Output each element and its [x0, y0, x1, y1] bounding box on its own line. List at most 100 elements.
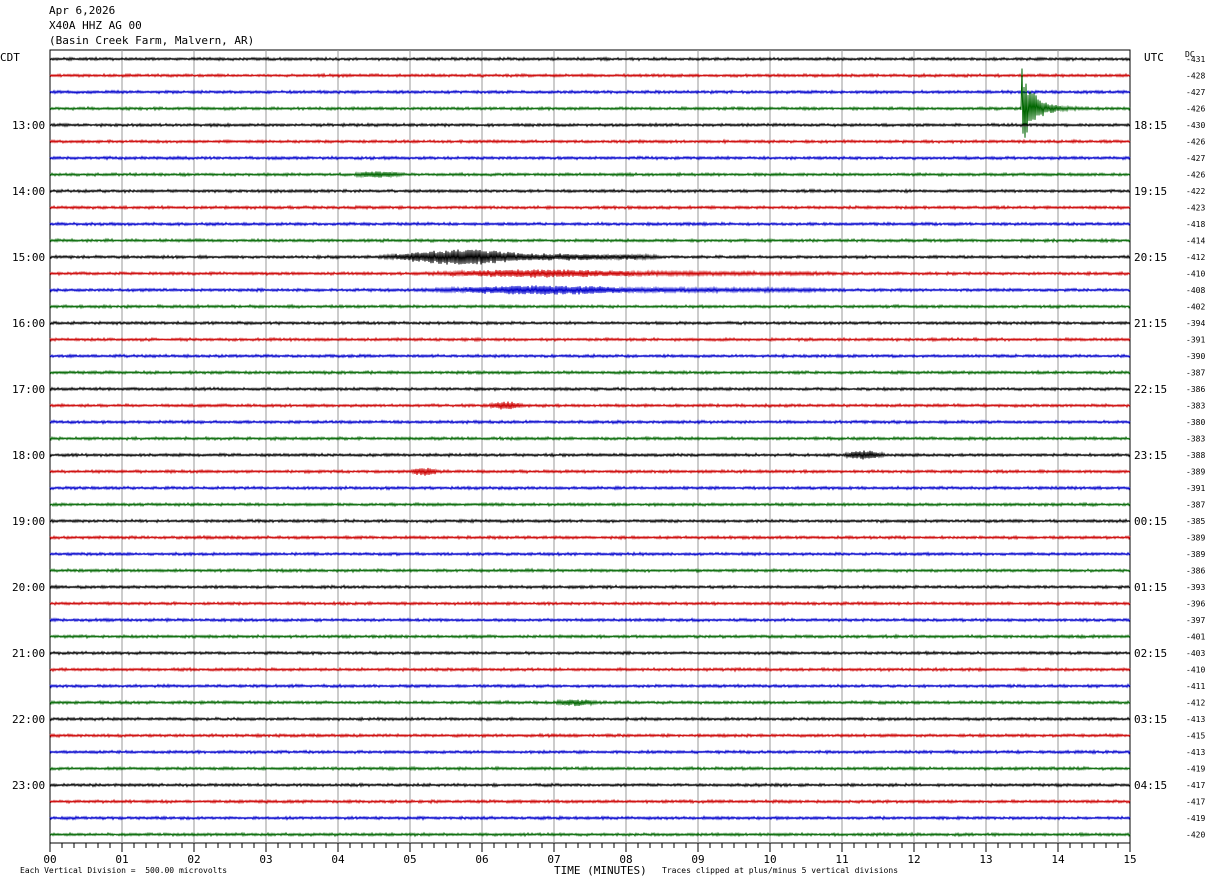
x-tick-label: 11: [835, 853, 848, 866]
dc-offset-label: -420: [1186, 831, 1205, 840]
dc-offset-label: -396: [1186, 600, 1205, 609]
dc-offset-label: -383: [1186, 435, 1205, 444]
header-date: Apr 6,2026: [49, 4, 116, 17]
header-station: X40A HHZ AG 00: [49, 19, 142, 32]
left-hour-label: 22:00: [12, 713, 45, 726]
dc-offset-label: -386: [1186, 385, 1205, 394]
seismic-trace: [49, 188, 1131, 194]
dc-offset-label: -418: [1186, 220, 1205, 229]
dc-offset-label: -410: [1186, 666, 1205, 675]
seismic-trace: [49, 320, 1131, 326]
seismic-trace: [49, 138, 1131, 145]
x-tick-label: 12: [907, 853, 920, 866]
seismic-trace: [49, 567, 1131, 574]
seismic-trace: [49, 600, 1131, 607]
left-hour-label: 14:00: [12, 185, 45, 198]
dc-offset-label: -411: [1186, 682, 1205, 691]
dc-offset-label: -380: [1186, 418, 1205, 427]
dc-offset-label: -426: [1186, 171, 1205, 180]
seismic-trace: [49, 369, 1131, 376]
seismic-trace: [49, 551, 1131, 557]
seismic-trace: [49, 89, 1131, 95]
seismic-trace: [49, 633, 1131, 640]
right-hour-label: 22:15: [1134, 383, 1167, 396]
seismic-trace: [49, 450, 1131, 460]
dc-offset-label: -412: [1186, 699, 1205, 708]
left-hour-label: 21:00: [12, 647, 45, 660]
dc-offset-label: -402: [1186, 303, 1205, 312]
x-tick-label: 08: [619, 853, 632, 866]
x-tick-label: 01: [115, 853, 128, 866]
dc-offset-label: -383: [1186, 402, 1205, 411]
seismic-trace: [49, 683, 1131, 689]
dc-offset-label: -391: [1186, 484, 1205, 493]
seismic-trace: [49, 435, 1131, 442]
x-tick-label: 04: [331, 853, 345, 866]
dc-offset-label: -389: [1186, 550, 1205, 559]
scale-note: Each Vertical Division = 500.00 microvol…: [20, 866, 228, 875]
dc-offset-label: -408: [1186, 286, 1205, 295]
x-tick-label: 06: [475, 853, 488, 866]
seismic-trace: [49, 617, 1131, 624]
dc-offset-label: -423: [1186, 204, 1205, 213]
dc-offset-label: -390: [1186, 352, 1205, 361]
seismic-trace: [49, 221, 1131, 227]
seismic-trace: [49, 534, 1131, 541]
left-hour-label: 15:00: [12, 251, 45, 264]
dc-offset-label: -413: [1186, 715, 1205, 724]
right-hour-label: 18:15: [1134, 119, 1167, 132]
dc-offset-label: -414: [1186, 237, 1205, 246]
dc-offset-label: -397: [1186, 616, 1205, 625]
left-hour-label: 17:00: [12, 383, 45, 396]
x-tick-label: 13: [979, 853, 992, 866]
dc-offset-label: -391: [1186, 336, 1205, 345]
x-tick-label: 03: [259, 853, 272, 866]
seismic-trace: [49, 419, 1131, 425]
dc-offset-label: -393: [1186, 583, 1205, 592]
left-timezone-label: CDT: [0, 51, 20, 64]
right-hour-label: 00:15: [1134, 515, 1167, 528]
dc-offset-label: -413: [1186, 748, 1205, 757]
x-tick-label: 00: [43, 853, 56, 866]
seismic-trace: [49, 501, 1131, 508]
seismic-trace: [49, 249, 1131, 265]
dc-offset-label: -401: [1186, 633, 1205, 642]
seismic-trace: [49, 336, 1131, 343]
right-hour-label: 03:15: [1134, 713, 1167, 726]
right-hour-label: 20:15: [1134, 251, 1167, 264]
x-tick-label: 15: [1123, 853, 1136, 866]
dc-offset-label: -426: [1186, 138, 1205, 147]
left-hour-label: 18:00: [12, 449, 45, 462]
x-axis-label: TIME (MINUTES): [554, 864, 647, 877]
seismic-trace: [49, 170, 1131, 179]
seismic-trace: [49, 121, 1131, 128]
dc-offset-label: -430: [1186, 121, 1205, 130]
dc-offset-label: -422: [1186, 187, 1205, 196]
dc-offset-label: -385: [1186, 517, 1205, 526]
seismic-trace: [49, 467, 1131, 476]
seismic-trace: [49, 748, 1131, 756]
seismic-trace: [49, 353, 1131, 360]
seismic-trace: [49, 237, 1131, 244]
dc-label: DC: [1185, 50, 1195, 59]
dc-offset-label: -417: [1186, 781, 1205, 790]
header-location: (Basin Creek Farm, Malvern, AR): [49, 34, 255, 47]
dc-offset-label: -431: [1186, 55, 1205, 64]
seismic-trace: [49, 716, 1131, 722]
x-tick-label: 14: [1051, 853, 1065, 866]
clip-note: Traces clipped at plus/minus 5 vertical …: [662, 866, 899, 875]
seismic-trace: [49, 584, 1131, 590]
seismic-trace: [49, 650, 1131, 656]
right-hour-label: 04:15: [1134, 779, 1167, 792]
seismic-trace: [49, 698, 1131, 707]
seismic-trace: [49, 765, 1131, 772]
seismic-trace: [49, 386, 1131, 392]
dc-offset-label: -389: [1186, 468, 1205, 477]
seismic-trace: [49, 401, 1131, 410]
left-hour-label: 20:00: [12, 581, 45, 594]
seismic-trace: [49, 285, 1131, 295]
dc-offset-label: -387: [1186, 501, 1205, 510]
right-hour-label: 02:15: [1134, 647, 1167, 660]
seismic-trace: [49, 831, 1131, 838]
